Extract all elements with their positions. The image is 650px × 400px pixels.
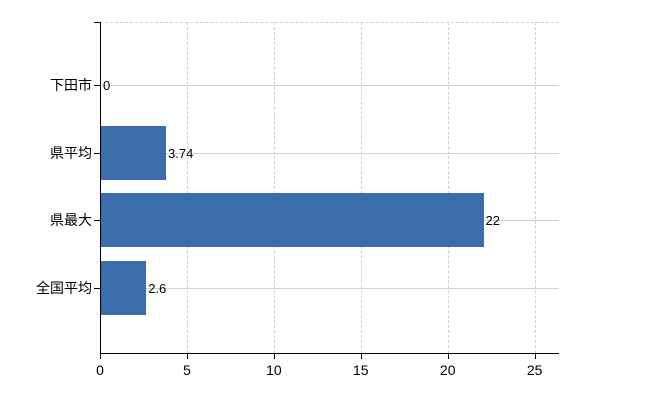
x-tick-label: 15 [352, 362, 369, 378]
category-label: 県平均 [50, 144, 92, 161]
bar [101, 260, 147, 315]
x-tick-label: 0 [96, 362, 104, 378]
x-tick-label: 5 [183, 362, 191, 378]
h-gridline [101, 287, 559, 289]
category-label: 県最大 [50, 212, 92, 228]
bar-value-label: 0 [103, 78, 111, 93]
bar-value-label: 3.74 [168, 145, 194, 161]
bar [101, 125, 167, 180]
y-axis-line [100, 22, 101, 353]
v-gridline [447, 22, 449, 353]
v-gridline [534, 22, 536, 353]
h-gridline [101, 85, 559, 86]
x-tick-label: 10 [266, 362, 282, 378]
category-label: 全国平均 [36, 279, 92, 296]
x-tick [273, 354, 275, 359]
y-tick [94, 85, 100, 86]
x-tick [100, 354, 101, 359]
v-gridline [273, 22, 275, 353]
y-tick [94, 22, 100, 23]
x-tick-label: 20 [439, 362, 456, 378]
x-tick-label: 25 [526, 362, 543, 378]
x-axis-line [100, 353, 559, 354]
x-tick [186, 354, 188, 359]
x-tick [360, 354, 362, 359]
category-label: 下田市 [50, 77, 92, 93]
h-gridline [101, 152, 559, 154]
v-gridline [186, 22, 188, 353]
plot-top-border [100, 22, 559, 23]
x-tick [534, 354, 536, 359]
bar-value-label: 22 [485, 213, 500, 228]
bar [101, 193, 484, 247]
y-tick [94, 220, 100, 221]
bar-value-label: 2.6 [148, 280, 167, 296]
x-tick [447, 354, 449, 359]
y-tick [94, 287, 100, 289]
v-gridline [360, 22, 362, 353]
y-tick [94, 152, 100, 154]
